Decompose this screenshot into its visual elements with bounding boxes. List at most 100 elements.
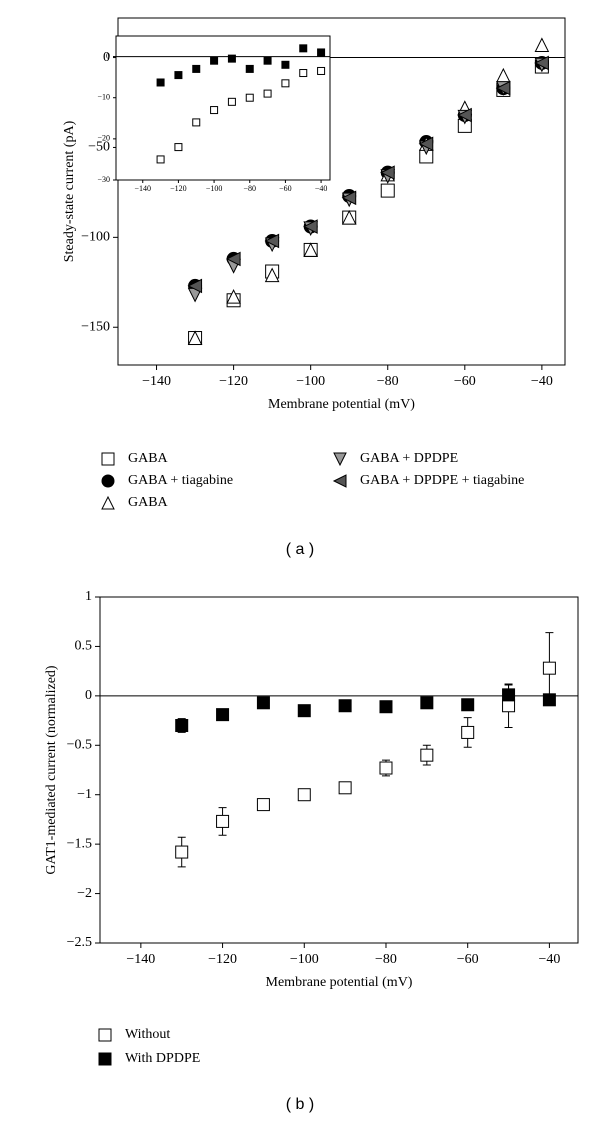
marker [317,48,326,57]
marker [542,693,556,707]
marker [264,233,280,249]
y-axis-label: Steady-state current (pA) [62,120,77,262]
marker [418,136,434,152]
y-tick-label: 0 [85,688,92,703]
marker [495,80,511,96]
x-tick-label: −40 [315,184,328,193]
y-tick-label: −1.5 [67,836,92,851]
marker [457,107,472,123]
marker [380,183,395,198]
x-tick-label: −140 [134,184,151,193]
x-tick-label: −60 [457,952,479,967]
marker [461,698,475,712]
x-tick-label: −100 [296,374,325,389]
marker [534,37,550,52]
marker [156,78,165,87]
marker [264,267,280,283]
marker [297,704,311,718]
marker [420,696,434,710]
marker [461,725,475,739]
marker [303,219,318,234]
marker [263,56,272,65]
marker [303,242,318,257]
marker [380,165,395,180]
marker [174,143,183,152]
marker [297,788,311,802]
marker [175,719,189,733]
x-tick-label: −100 [206,184,223,193]
legend-label: GABA + DPDPE + tiagabine [360,473,524,488]
marker [502,688,516,702]
y-tick-label: −20 [97,134,110,143]
legend-marker [101,474,115,488]
marker [256,798,270,812]
y-axis-label: GAT1-mediated current (normalized) [44,665,59,874]
marker [245,93,254,102]
legend-label: GABA + DPDPE [360,451,458,466]
marker [216,708,230,722]
legend-marker [333,452,347,467]
x-tick-label: −60 [279,184,292,193]
marker [210,106,219,115]
x-tick-label: −140 [142,374,171,389]
x-tick-label: −40 [531,374,553,389]
marker [192,118,201,127]
marker [542,661,556,675]
marker [338,699,352,713]
y-tick-label: −2 [77,886,92,901]
marker [341,190,357,206]
y-tick-label: 0 [103,50,110,65]
marker [192,64,201,73]
marker [341,209,357,225]
marker [226,289,241,304]
marker [245,64,254,73]
x-tick-label: −60 [454,374,476,389]
x-tick-label: −40 [538,952,560,967]
panel-label: ( a ) [286,541,314,558]
x-axis-label: Membrane potential (mV) [266,975,413,990]
panel-label: ( b ) [286,1096,314,1113]
legend-marker [98,1028,112,1042]
plot-frame [99,596,579,944]
marker [299,44,308,53]
x-tick-label: −80 [375,952,397,967]
marker [317,66,326,75]
marker [502,699,516,713]
marker [187,330,203,346]
marker [210,56,219,65]
x-tick-label: −80 [243,184,256,193]
marker [156,155,165,164]
marker [175,845,189,859]
y-tick-label: −50 [88,140,110,155]
marker [534,55,549,71]
x-tick-label: −100 [290,952,319,967]
legend-marker [101,495,115,510]
marker [299,69,308,78]
marker [256,696,270,710]
marker [338,781,352,795]
x-axis-label: Membrane potential (mV) [268,397,415,412]
marker [216,814,230,828]
marker [379,700,393,714]
x-tick-label: −120 [219,374,248,389]
legend-label: GABA + tiagabine [128,473,233,488]
legend-label: GABA [128,451,169,466]
marker [263,89,272,98]
y-tick-label: −1 [77,787,92,802]
y-tick-label: 0 [106,51,110,60]
marker [225,251,241,267]
legend-marker [101,452,115,466]
x-tick-label: −80 [377,374,399,389]
x-tick-label: −140 [126,952,155,967]
y-tick-label: −150 [81,319,110,334]
legend-label: Without [125,1027,170,1042]
marker [281,79,290,88]
x-tick-label: −120 [170,184,187,193]
legend-marker [332,474,347,488]
marker [227,54,236,63]
y-tick-label: −100 [81,230,110,245]
y-tick-label: −0.5 [67,738,92,753]
marker [227,97,236,106]
y-tick-label: −10 [97,93,110,102]
